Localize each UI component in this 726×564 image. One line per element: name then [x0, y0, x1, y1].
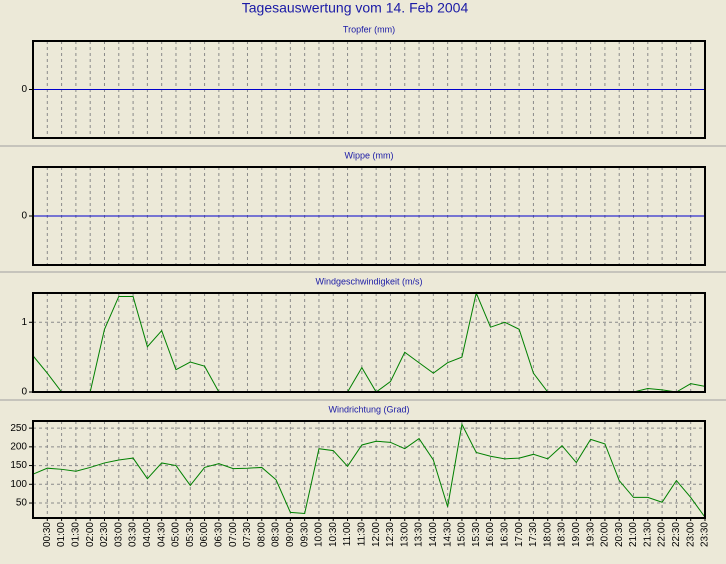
x-tick-label: 14:00: [428, 522, 439, 547]
x-tick-label: 19:00: [571, 522, 582, 547]
x-tick-label: 06:30: [214, 522, 225, 547]
x-tick-label: 09:00: [285, 522, 296, 547]
x-tick-label: 04:30: [156, 522, 167, 547]
page-title: Tagesauswertung vom 14. Feb 2004: [242, 0, 469, 16]
y-tick-label: 100: [10, 479, 27, 490]
x-tick-label: 21:30: [642, 522, 653, 547]
y-tick-label: 1: [21, 317, 27, 328]
plot-frame: [32, 292, 706, 393]
x-tick-label: 07:00: [228, 522, 239, 547]
x-tick-label: 21:00: [628, 522, 639, 547]
x-tick-label: 13:30: [414, 522, 425, 547]
y-tick-label: 150: [10, 460, 27, 471]
x-tick-label: 00:30: [42, 522, 53, 547]
y-tick-label: 200: [10, 441, 27, 452]
x-tick-label: 05:30: [185, 522, 196, 547]
x-tick-label: 08:30: [271, 522, 282, 547]
x-tick-label: 18:00: [542, 522, 553, 547]
x-tick-label: 17:30: [528, 522, 539, 547]
data-line: [32, 422, 706, 518]
chart-title: Wippe (mm): [345, 150, 394, 160]
x-tick-label: 23:30: [700, 522, 711, 547]
x-tick-label: 06:00: [199, 522, 210, 547]
y-tick-label: 0: [21, 84, 27, 95]
plot-frame: [32, 420, 706, 519]
chart-title: Tropfer (mm): [343, 24, 395, 34]
x-tick-label: 07:30: [242, 522, 253, 547]
x-tick-label: 11:00: [342, 522, 353, 547]
y-tick-label: 50: [16, 498, 28, 509]
y-tick-label: 250: [10, 423, 27, 434]
x-tick-label: 08:00: [256, 522, 267, 547]
plot-frame: [32, 166, 706, 266]
y-tick-label: 0: [21, 387, 27, 398]
x-tick-label: 20:30: [614, 522, 625, 547]
x-tick-label: 17:00: [514, 522, 525, 547]
x-tick-label: 16:30: [499, 522, 510, 547]
x-tick-label: 15:00: [457, 522, 468, 547]
x-tick-label: 04:00: [142, 522, 153, 547]
chart-title: Windrichtung (Grad): [328, 404, 409, 414]
y-tick-label: 0: [21, 211, 27, 222]
x-tick-label: 10:30: [328, 522, 339, 547]
x-tick-label: 03:30: [128, 522, 139, 547]
x-tick-label: 05:00: [171, 522, 182, 547]
chart-title: Windgeschwindigkeit (m/s): [315, 276, 422, 286]
x-tick-label: 01:00: [56, 522, 67, 547]
x-tick-label: 14:30: [442, 522, 453, 547]
x-tick-label: 10:00: [314, 522, 325, 547]
x-tick-label: 03:00: [113, 522, 124, 547]
x-tick-label: 02:30: [99, 522, 110, 547]
x-tick-label: 22:30: [671, 522, 682, 547]
x-tick-label: 20:00: [600, 522, 611, 547]
x-tick-label: 23:00: [685, 522, 696, 547]
x-tick-label: 18:30: [557, 522, 568, 547]
plot-frame: [32, 40, 706, 139]
x-tick-label: 19:30: [585, 522, 596, 547]
x-tick-label: 01:30: [71, 522, 82, 547]
x-tick-label: 09:30: [299, 522, 310, 547]
x-tick-label: 11:30: [356, 522, 367, 547]
x-tick-label: 16:00: [485, 522, 496, 547]
x-tick-label: 12:00: [371, 522, 382, 547]
x-tick-label: 12:30: [385, 522, 396, 547]
x-tick-label: 13:00: [399, 522, 410, 547]
x-tick-label: 22:00: [657, 522, 668, 547]
x-tick-label: 15:30: [471, 522, 482, 547]
x-tick-label: 02:00: [85, 522, 96, 547]
